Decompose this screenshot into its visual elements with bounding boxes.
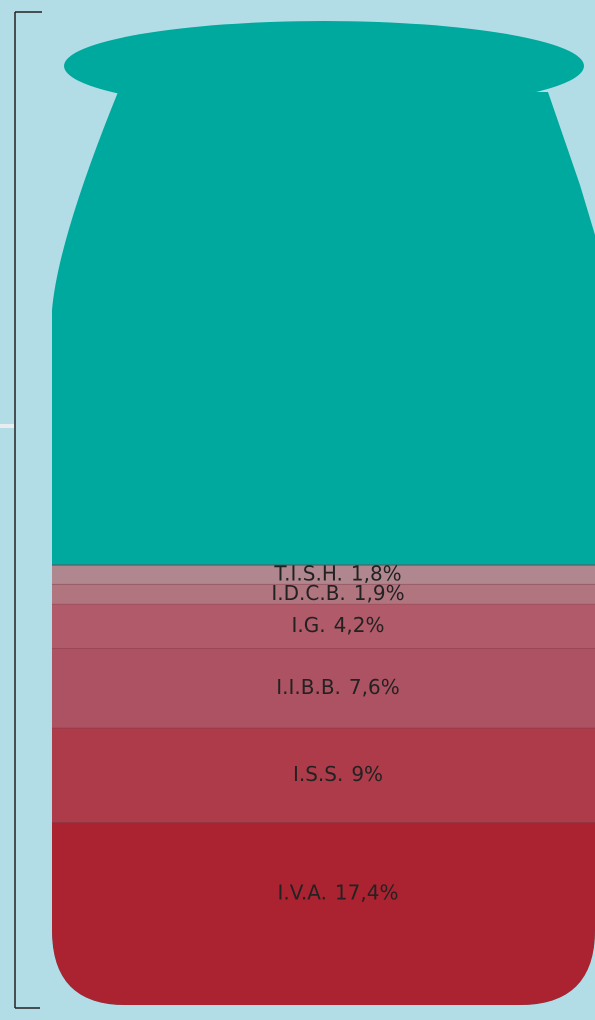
value-label: 4,2% <box>334 612 385 636</box>
category-label: I.S.S. <box>293 762 343 786</box>
category-label: T.I.S.H. <box>273 561 343 585</box>
segment <box>52 603 595 648</box>
segment-label: I.V.A. 17,4% <box>278 880 399 904</box>
bracket <box>14 11 42 1009</box>
segment <box>52 727 595 823</box>
category-label: I.D.C.B. <box>271 580 345 604</box>
segment-label: I.D.C.B. 1,9% <box>271 580 404 604</box>
category-label: I.G. <box>292 612 326 636</box>
segment-label: I.I.B.B. 7,6% <box>276 674 399 698</box>
segment-label: I.S.S. 9% <box>293 762 383 786</box>
value-label: 1,8% <box>351 561 402 585</box>
value-label: 1,9% <box>354 580 405 604</box>
value-label: 9% <box>351 762 383 786</box>
segment-label: I.G. 4,2% <box>292 612 385 636</box>
category-label: I.I.B.B. <box>276 674 341 698</box>
jar <box>52 92 595 1005</box>
jar-lid <box>64 21 584 111</box>
value-label: 7,6% <box>349 674 400 698</box>
segment <box>52 583 595 604</box>
segment <box>52 648 595 728</box>
segment <box>52 565 595 584</box>
segment-label: T.I.S.H. 1,8% <box>273 561 401 585</box>
segment <box>52 822 595 1005</box>
category-label: I.V.A. <box>278 880 327 904</box>
value-label: 17,4% <box>335 880 399 904</box>
